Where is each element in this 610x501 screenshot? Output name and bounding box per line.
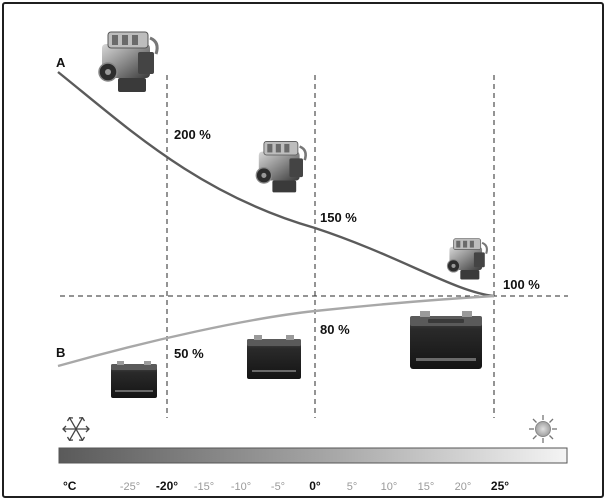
engine-icon: [446, 238, 488, 280]
curve-b-label: B: [56, 345, 65, 360]
pct-label-100: 100 %: [503, 277, 540, 292]
temperature-gradient-bar: [58, 447, 568, 464]
pct-label-b-0: 80 %: [320, 322, 350, 337]
scale-tick-label: 0°: [309, 479, 321, 493]
scale-tick-label: -20°: [156, 479, 178, 493]
scale-tick-label: 25°: [491, 479, 509, 493]
scale-tick-label: 5°: [347, 481, 358, 493]
scale-ticks: -25° -20° -15° -10° -5° 0° 5° 10° 15° 20° 25°: [120, 479, 509, 493]
car-battery-icon: [410, 311, 482, 369]
engine-icon: [98, 31, 159, 92]
pct-label-a-0: 150 %: [320, 210, 357, 225]
scale-tick-label: -15°: [194, 481, 214, 493]
scale-tick-label: -10°: [231, 481, 251, 493]
scale-tick-label: -5°: [271, 481, 285, 493]
engine-icon: [255, 140, 307, 193]
pct-label-a-minus20: 200 %: [174, 127, 211, 142]
car-battery-icon: [247, 335, 301, 379]
curve-a: [57, 71, 495, 298]
scale-tick-label: -25°: [120, 481, 140, 493]
pct-label-b-minus20: 50 %: [174, 346, 204, 361]
scale-unit-label: °C: [63, 479, 77, 493]
snowflake-icon: [62, 417, 90, 441]
scale-tick-label: 10°: [381, 481, 398, 493]
scale-tick-label: 15°: [418, 481, 435, 493]
scale-tick-label: 20°: [455, 481, 472, 493]
car-battery-icon: [111, 361, 157, 398]
curve-b: [57, 294, 495, 368]
diagram-frame: [2, 2, 604, 498]
curve-a-label: A: [56, 55, 66, 70]
sun-icon: [529, 415, 557, 443]
